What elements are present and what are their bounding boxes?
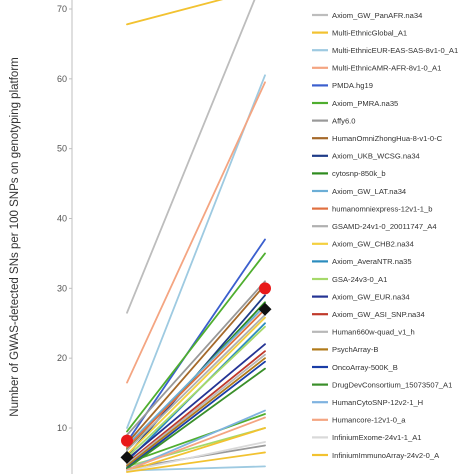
series-line — [126, 427, 266, 473]
y-tick-group: 10 20 30 40 50 60 70 — [57, 4, 72, 433]
legend-label: humanomniexpress-12v1-1_b — [332, 204, 432, 213]
series-line — [126, 409, 266, 471]
y-tick-label: 30 — [57, 283, 67, 293]
series-line — [126, 0, 224, 26]
legend-label: Axiom_PMRA.na35 — [332, 99, 398, 108]
series-line — [126, 280, 266, 436]
circle-marker — [121, 434, 133, 447]
diamond-marker — [258, 302, 272, 316]
y-tick-label: 20 — [57, 353, 67, 363]
legend-label: HumanCytoSNP-12v2-1_H — [332, 398, 423, 407]
series-line — [126, 343, 266, 461]
legend-label: Axiom_GW_PanAFR.na34 — [332, 11, 422, 20]
legend-label: InfiniumImmunoArray-24v2-0_A — [332, 451, 440, 460]
legend-label: Humancore-12v1-0_a — [332, 416, 406, 425]
legend-label: Multi-EthnicEUR-EAS-SAS-8v1-0_A1 — [332, 46, 458, 55]
series-line — [126, 357, 266, 467]
series-line — [126, 416, 266, 471]
series-line — [126, 81, 266, 384]
series-line — [126, 283, 266, 445]
legend-label: Axiom_GW_ASI_SNP.na34 — [332, 310, 425, 319]
y-tick-label: 40 — [57, 214, 67, 224]
series-line — [126, 325, 266, 459]
legend-label: Axiom_AveraNTR.na35 — [332, 257, 412, 266]
y-tick-label: 10 — [57, 423, 67, 433]
legend-label: PMDA.hg19 — [332, 81, 373, 90]
legend-label: PsychArray-B — [332, 345, 378, 354]
y-tick-label: 50 — [57, 144, 67, 154]
legend-label: OncoArray-500K_B — [332, 363, 398, 372]
legend-label: GSAMD-24v1-0_20011747_A4 — [332, 222, 437, 231]
legend-label: Affy6.0 — [332, 116, 356, 125]
diamond-marker — [120, 450, 134, 464]
series-line — [126, 353, 266, 466]
legend-label: GSA-24v3-0_A1 — [332, 275, 387, 284]
y-tick-label: 70 — [57, 4, 67, 14]
series-line — [126, 441, 266, 473]
series-line — [126, 0, 256, 314]
legend-label: Axiom_UKB_WCSG.na34 — [332, 152, 420, 161]
series-line — [126, 413, 266, 464]
series-line — [126, 252, 266, 433]
marker-group — [120, 282, 272, 464]
circle-marker — [259, 282, 271, 295]
series-line — [126, 313, 266, 452]
series-line — [126, 367, 266, 470]
legend-label: HumanOmniZhongHua-8-v1-0-C — [332, 134, 443, 143]
y-tick-label: 60 — [57, 74, 67, 84]
legend-label: Axiom_GW_EUR.na34 — [332, 292, 410, 301]
legend-label: InfiniumExome-24v1-1_A1 — [332, 433, 421, 442]
series-lines — [126, 0, 266, 473]
legend-label: cytosnp-850k_b — [332, 169, 386, 178]
legend-label: DrugDevConsortium_15073507_A1 — [332, 380, 452, 389]
series-line — [126, 360, 266, 469]
legend-label: Axiom_GW_CHB2.na34 — [332, 240, 414, 249]
legend-label: Multi-EthnicGlobal_A1 — [332, 28, 407, 37]
series-line — [126, 316, 266, 456]
y-axis: 10 20 30 40 50 60 70 Number of GWAS-detected S… — [9, 0, 73, 474]
legend-label: Human660w-quad_v1_h — [332, 328, 415, 337]
series-line — [126, 304, 266, 447]
series-line — [126, 350, 266, 464]
series-line — [126, 465, 266, 472]
legend: Axiom_GW_PanAFR.na34 Multi-EthnicGlobal_A… — [312, 11, 458, 460]
legend-label: Axiom_GW_LAT.na34 — [332, 187, 406, 196]
y-axis-label: Number of GWAS-detected SNs per 100 SNPs… — [9, 57, 21, 416]
series-line — [126, 451, 266, 473]
series-line — [126, 308, 266, 449]
legend-label: Multi-EthnicAMR-AFR-8v1-0_A1 — [332, 64, 441, 73]
